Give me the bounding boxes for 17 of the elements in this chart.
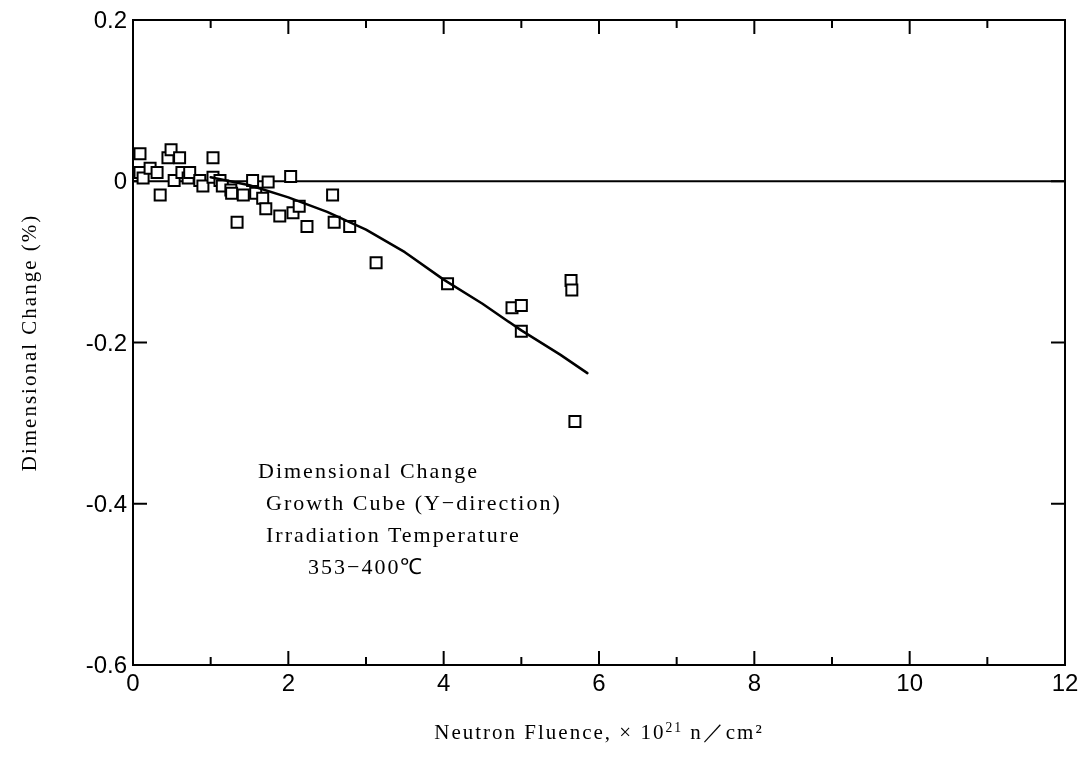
y-tick-label: 0.2 xyxy=(93,6,127,33)
y-tick-label: 0 xyxy=(113,167,127,195)
annotation: Dimensional Change xyxy=(258,458,480,483)
y-tick-label: -0.4 xyxy=(85,489,127,517)
x-tick-label: 4 xyxy=(436,669,451,696)
x-tick-label: 12 xyxy=(1051,669,1079,696)
x-axis-title: Neutron Fluence, × 10$^{21}$ n／cm² xyxy=(434,719,764,744)
x-tick-label: 2 xyxy=(281,669,296,696)
x-tick-label: 10 xyxy=(896,669,924,696)
y-tick-label: -0.2 xyxy=(85,328,127,356)
annotation: 353−400℃ xyxy=(308,554,425,579)
x-tick-label: 8 xyxy=(747,669,762,696)
annotation: Irradiation Temperature xyxy=(266,522,521,547)
x-tick-label: 6 xyxy=(592,669,606,696)
annotation: Growth Cube (Y−direction) xyxy=(266,490,562,515)
y-axis-title: Dimensional Change (%) xyxy=(17,213,41,472)
y-tick-label: -0.6 xyxy=(85,651,127,678)
